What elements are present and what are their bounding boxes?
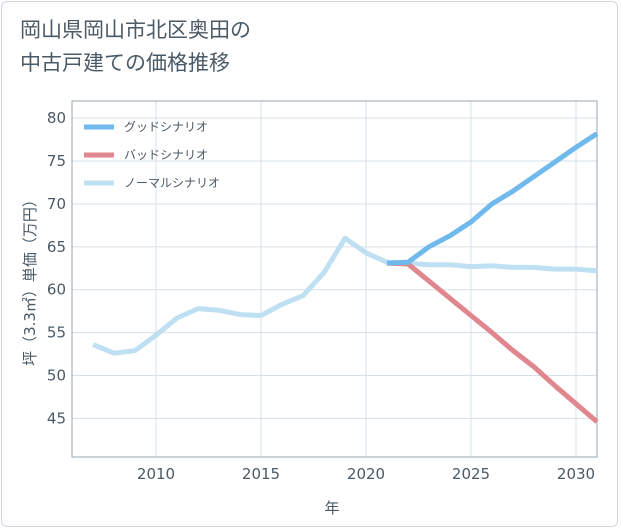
series-line-bad — [386, 260, 599, 424]
series-line-normal — [92, 235, 598, 356]
x-axis-ticks: 2010 2015 2020 2025 2030 — [137, 465, 595, 483]
y-tick-label: 70 — [47, 195, 66, 213]
x-tick-label: 2025 — [452, 465, 490, 483]
y-axis-label: 坪（3.3㎡）単価（万円） — [21, 192, 39, 366]
x-tick-label: 2020 — [347, 465, 385, 483]
x-tick-label: 2030 — [557, 465, 595, 483]
plot-area-border — [71, 100, 598, 458]
x-tick-label: 2010 — [137, 465, 175, 483]
series-line-good — [386, 131, 599, 266]
y-tick-label: 75 — [47, 152, 66, 170]
legend-label: ノーマルシナリオ — [124, 176, 220, 190]
y-tick-label: 50 — [47, 367, 66, 385]
x-tick-label: 2015 — [242, 465, 280, 483]
y-tick-label: 65 — [47, 238, 66, 256]
legend-label: バッドシナリオ — [124, 148, 208, 162]
x-axis-label: 年 — [324, 499, 339, 517]
series-lines — [92, 131, 599, 424]
y-tick-label: 45 — [47, 409, 66, 427]
legend-label: グッドシナリオ — [124, 120, 208, 134]
y-tick-label: 80 — [47, 109, 66, 127]
chart-title: 岡山県岡山市北区奥田の 中古戸建ての価格推移 — [20, 18, 251, 75]
y-tick-label: 55 — [47, 324, 66, 342]
y-axis-ticks: 45 50 55 60 65 70 75 80 — [47, 109, 66, 427]
y-tick-label: 60 — [47, 281, 66, 299]
